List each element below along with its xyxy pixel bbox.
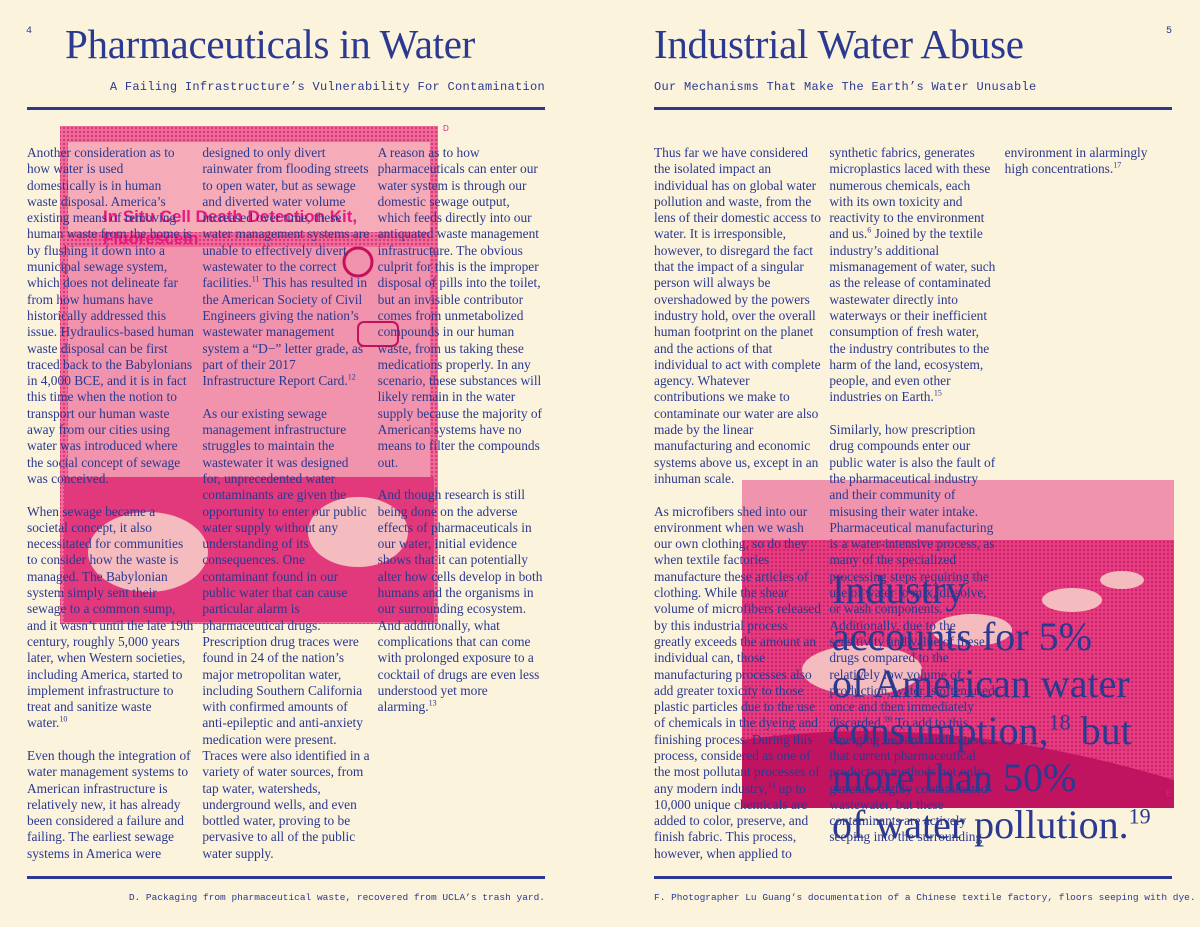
text-run: more than 50%	[832, 755, 1077, 800]
body-text: Thus far we have considered the isolated…	[654, 145, 1172, 870]
page-number: 4	[26, 26, 33, 37]
paragraph: As microfibers shed into our environment…	[654, 145, 997, 870]
rule	[654, 876, 1172, 879]
paragraph: Even though the integration of water man…	[27, 145, 370, 870]
body-text: Another consideration as to how water is…	[27, 145, 545, 870]
text-run: consumption,	[832, 708, 1049, 753]
paragraph: Another consideration as to how water is…	[27, 145, 194, 487]
text-run: A reason as to how pharmaceuticals can e…	[377, 145, 543, 470]
text-run: This has resulted in the American Societ…	[202, 275, 368, 389]
text-run: up to 10,000 unique chemicals are added …	[654, 145, 991, 861]
page-title: Industrial Water Abuse	[654, 21, 1024, 67]
text-run: When sewage became a societal concept, i…	[27, 503, 194, 731]
text-run: And though research is still being done …	[377, 487, 543, 715]
page-title: Pharmaceuticals in Water	[65, 21, 475, 67]
footnote-ref: 18	[1048, 709, 1071, 735]
paragraph: Thus far we have considered the isolated…	[654, 145, 821, 487]
paragraph: A reason as to how pharmaceuticals can e…	[378, 145, 545, 471]
paragraph: When sewage became a societal concept, i…	[27, 504, 194, 732]
text-run: Industry	[832, 567, 966, 612]
footnote-ref: 13	[428, 698, 437, 708]
text-run: of American water	[832, 661, 1130, 706]
quote-line: more than 50%	[832, 754, 1151, 801]
footnote-ref: 12	[347, 372, 356, 382]
text-run: Similarly, how prescription drug compoun…	[829, 422, 996, 731]
factory-image	[742, 480, 1174, 808]
footnote-ref: 19	[1128, 803, 1151, 829]
rule	[27, 876, 545, 879]
text-run: As microfibers shed into our environment…	[654, 503, 821, 796]
text-run: As our existing sewage management infras…	[202, 405, 370, 861]
footnote-ref: 6	[867, 226, 872, 236]
image-label: D	[443, 124, 449, 133]
footnote-ref: 11	[251, 274, 260, 284]
page-subtitle: A Failing Infrastructure’s Vulnerability…	[109, 80, 545, 94]
text-run: Another consideration as to how water is…	[27, 145, 194, 486]
footnote-ref: 10	[59, 714, 68, 724]
text-run: but	[1070, 708, 1132, 753]
text-run: Even though the integration of water man…	[27, 145, 370, 861]
image-text: In Situ Cell Death Detection Kit,	[103, 207, 358, 226]
page-number: 5	[1166, 26, 1173, 37]
text-run: Thus far we have considered the isolated…	[654, 145, 821, 486]
footnote-ref: 14	[767, 780, 776, 790]
text-run: Joined by the textile industry’s additio…	[829, 226, 996, 405]
paragraph: And though research is still being done …	[378, 487, 545, 715]
quote-line: consumption,18 but	[832, 707, 1151, 754]
caption: F. Photographer Lu Guang’s documentation…	[654, 892, 1196, 903]
caption: D. Packaging from pharmaceutical waste, …	[128, 892, 545, 903]
text-run: of water pollution.	[832, 802, 1129, 847]
page-subtitle: Our Mechanisms That Make The Earth’s Wat…	[654, 80, 1037, 94]
footnote-ref: 15	[933, 388, 942, 398]
image-text: Fluorescein	[103, 229, 199, 248]
quote-line: Industry	[832, 566, 1151, 613]
text-run: accounts for 5%	[832, 614, 1092, 659]
quote-line: of water pollution.19	[832, 801, 1151, 848]
rule	[27, 107, 545, 110]
footnote-ref: 17	[1113, 160, 1122, 170]
quote-line: accounts for 5%	[832, 613, 1151, 660]
packaging-image	[60, 126, 438, 624]
pull-quote: Industry accounts for 5% of American water…	[832, 566, 1151, 848]
paragraph: Similarly, how prescription drug compoun…	[829, 145, 1172, 870]
rule	[654, 107, 1172, 110]
paragraph: As our existing sewage management infras…	[202, 406, 369, 862]
image-label: E	[1166, 789, 1172, 798]
text-run: To add to this, emerging research indica…	[829, 145, 1148, 845]
footnote-ref: 16	[883, 714, 892, 724]
quote-line: of American water	[832, 660, 1151, 707]
